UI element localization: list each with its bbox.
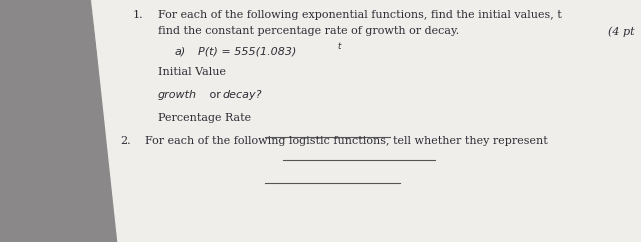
Text: growth: growth xyxy=(158,90,197,100)
Text: find the constant percentage rate of growth or decay.: find the constant percentage rate of gro… xyxy=(158,26,459,36)
Text: decay?: decay? xyxy=(222,90,262,100)
Text: 1.: 1. xyxy=(133,10,144,20)
Text: or: or xyxy=(206,90,224,100)
Text: Initial Value: Initial Value xyxy=(158,67,226,77)
Text: For each of the following exponential functions, find the initial values, t: For each of the following exponential fu… xyxy=(158,10,562,20)
Text: t: t xyxy=(337,42,340,51)
Text: For each of the following logistic functions, tell whether they represent: For each of the following logistic funct… xyxy=(145,136,548,146)
Text: (4 pt: (4 pt xyxy=(608,26,635,37)
Polygon shape xyxy=(0,0,120,242)
Text: P(t) = 555(1.083): P(t) = 555(1.083) xyxy=(198,46,296,56)
Polygon shape xyxy=(92,0,641,242)
Text: 2.: 2. xyxy=(120,136,131,146)
Text: a): a) xyxy=(175,46,187,56)
Text: Percentage Rate: Percentage Rate xyxy=(158,113,251,123)
